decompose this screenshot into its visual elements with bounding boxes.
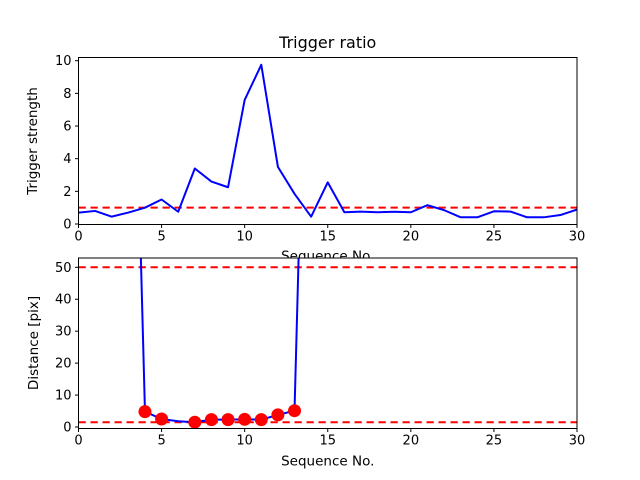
- y-tick-label: 0: [63, 421, 71, 436]
- top-plot-area: [78, 57, 577, 225]
- data-point: [238, 412, 252, 426]
- data-point: [271, 408, 285, 422]
- bottom-plot-frame: [78, 257, 578, 429]
- y-tick-label: 30: [55, 325, 72, 340]
- x-tick-label: 5: [157, 230, 165, 245]
- x-tick-label: 10: [236, 434, 253, 449]
- y-tick-label: 50: [55, 261, 72, 276]
- bottom-plot: 0 5 10 15 20 25 30 0 10 20 30 40 50 Distance [pix] S…: [26, 257, 585, 470]
- x-tick-label: 15: [319, 434, 336, 449]
- top-plot: 0 5 10 15 20 25 30 0 2 4 6 8 10 Trigger ratio Trigge…: [25, 33, 585, 265]
- data-point: [254, 413, 268, 427]
- y-tick-label: 8: [63, 87, 71, 102]
- x-tick-label: 0: [74, 434, 82, 449]
- y-tick-label: 10: [55, 389, 72, 404]
- x-tick-label: 25: [486, 434, 503, 449]
- data-point: [138, 405, 152, 419]
- top-plot-data: [78, 63, 577, 219]
- top-plot-frame: [78, 57, 578, 225]
- y-tick-label: 20: [55, 357, 72, 372]
- top-plot-title: Trigger ratio: [278, 33, 376, 52]
- top-plot-ylabel: Trigger strength: [25, 87, 41, 196]
- x-tick-label: 30: [569, 230, 586, 245]
- y-tick-label: 40: [55, 293, 72, 308]
- bottom-plot-area: [78, 258, 577, 429]
- x-tick-label: 0: [74, 230, 82, 245]
- data-point: [204, 413, 218, 427]
- data-point: [221, 413, 235, 427]
- x-tick-label: 20: [403, 230, 420, 245]
- x-tick-label: 10: [236, 230, 253, 245]
- x-tick-label: 15: [319, 230, 336, 245]
- top-plot-ticks: 0 5 10 15 20 25 30 0 2 4 6 8 10: [55, 54, 585, 244]
- y-tick-label: 0: [63, 218, 71, 233]
- y-tick-label: 2: [63, 185, 71, 200]
- data-point: [288, 404, 302, 418]
- data-point: [155, 412, 169, 426]
- x-tick-label: 5: [157, 434, 165, 449]
- data-point: [188, 415, 202, 429]
- x-tick-label: 20: [403, 434, 420, 449]
- x-tick-label: 30: [569, 434, 586, 449]
- y-tick-label: 6: [63, 120, 71, 135]
- y-tick-label: 10: [55, 54, 72, 69]
- bottom-plot-ticks: 0 5 10 15 20 25 30 0 10 20 30 40 50: [55, 261, 585, 449]
- y-tick-label: 4: [63, 152, 71, 167]
- bottom-plot-data: [78, 258, 577, 429]
- bottom-plot-ylabel: Distance [pix]: [26, 296, 42, 390]
- bottom-plot-xlabel: Sequence No.: [281, 454, 374, 470]
- x-tick-label: 25: [486, 230, 503, 245]
- data-line: [78, 63, 577, 219]
